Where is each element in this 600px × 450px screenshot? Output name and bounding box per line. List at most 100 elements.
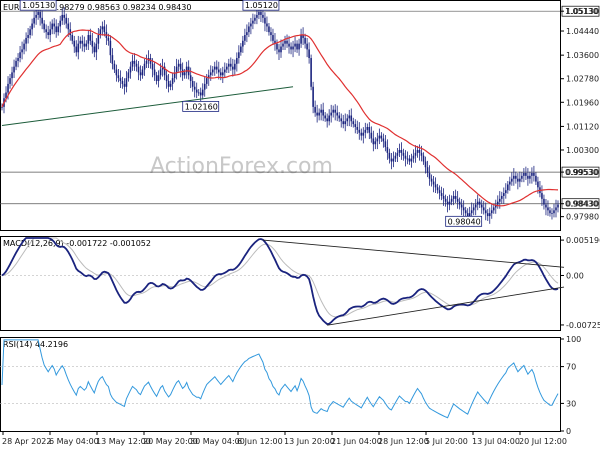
candle-body <box>234 63 236 70</box>
candle-body <box>318 112 320 116</box>
candle-body <box>31 23 33 30</box>
candle-body <box>446 201 449 205</box>
candle-body <box>482 207 485 211</box>
candle-body <box>380 135 383 139</box>
time-axis-label: 13 May 12:00 <box>96 437 151 446</box>
candle-body <box>358 129 361 133</box>
candle-body <box>27 35 29 38</box>
candle-body <box>49 29 51 36</box>
candle-body <box>458 201 461 205</box>
candle-body <box>286 40 288 44</box>
price-axis: 1.05130 1.04440 1.03600 1.02780 1.01960 1.011… <box>560 7 599 222</box>
candle-body <box>515 175 517 179</box>
candle-body <box>215 66 218 70</box>
candle-body <box>478 201 481 205</box>
rsi-title: RSI(14) 44.2196 <box>3 340 68 349</box>
candle-body <box>109 40 112 56</box>
price-annotations: 1.05130 1.05120 1.02160 0.98040 <box>19 0 483 227</box>
candle-body <box>69 29 72 36</box>
candle-body <box>308 49 310 59</box>
candle-body <box>426 167 429 173</box>
price-panel-frame <box>0 0 561 231</box>
candle-body <box>541 193 543 199</box>
candle-body <box>248 26 250 33</box>
candle-body <box>472 207 475 211</box>
candle-body <box>73 40 76 47</box>
candle-body <box>77 43 80 53</box>
candle-body <box>316 112 318 116</box>
candle-body <box>95 43 98 53</box>
candle-body <box>486 213 489 217</box>
candle-body <box>7 83 9 93</box>
price-axis-label: 1.05130 <box>566 7 599 16</box>
candle-body <box>488 213 491 217</box>
candle-body <box>53 23 55 27</box>
candle-body <box>117 75 120 79</box>
candle-body <box>498 198 501 202</box>
candle-body <box>549 210 551 214</box>
candle-body <box>5 92 7 99</box>
candle-body <box>262 14 264 18</box>
candle-body <box>529 175 531 179</box>
candle-body <box>288 43 290 47</box>
candle-body <box>119 78 122 82</box>
rsi-axis-label: 70 <box>566 363 576 372</box>
candle-body <box>177 63 180 67</box>
candle-body <box>302 35 304 38</box>
candle-body <box>13 66 15 73</box>
candle-body <box>348 115 351 119</box>
candle-body <box>101 26 104 30</box>
candle-body <box>434 184 437 188</box>
candle-body <box>65 17 68 24</box>
candle-body <box>85 43 88 47</box>
price-axis-label: 1.01960 <box>566 98 599 107</box>
candle-body <box>195 89 198 93</box>
candle-body <box>420 152 423 156</box>
candle-body <box>252 20 254 24</box>
candle-body <box>205 78 208 84</box>
price-annotation-label: 1.05130 <box>22 1 55 10</box>
candle-body <box>175 66 178 73</box>
candle-body <box>167 81 170 87</box>
price-level-label: 0.99530 <box>565 168 598 177</box>
candle-body <box>444 198 447 202</box>
candle-body <box>37 12 39 15</box>
rsi-panel-frame <box>0 337 561 432</box>
candle-body <box>464 210 467 214</box>
candle-body <box>462 207 465 211</box>
candle-body <box>322 109 324 116</box>
candle-body <box>161 66 164 70</box>
candle-body <box>535 175 537 182</box>
candle-body <box>545 204 547 208</box>
candle-body <box>424 161 427 168</box>
candle-body <box>354 124 357 127</box>
candle-body <box>115 69 118 76</box>
candle-body <box>460 204 463 208</box>
candle-body <box>370 132 373 139</box>
candle-body <box>103 26 106 33</box>
candle-body <box>456 198 459 202</box>
price-axis-label: 0.98430 <box>566 200 599 209</box>
time-axis-label: 13 Jun 20:00 <box>284 437 335 446</box>
candle-body <box>507 184 509 191</box>
candle-body <box>494 204 497 208</box>
candle-body <box>219 72 222 76</box>
price-annotation-label: 1.05120 <box>245 1 278 10</box>
candle-body <box>250 23 252 27</box>
candle-body <box>258 12 260 15</box>
price-axis-label: 1.03600 <box>566 51 599 60</box>
candle-body <box>324 115 326 119</box>
macd-title: MACD(12,26,9) -0.001722 -0.001052 <box>3 239 151 248</box>
price-axis-label: 1.02780 <box>566 75 599 84</box>
candle-body <box>272 35 274 41</box>
trendline <box>1 86 294 127</box>
candle-body <box>384 141 387 148</box>
candle-body <box>466 213 469 217</box>
candle-body <box>236 58 238 64</box>
candle-body <box>270 32 272 36</box>
price-trendline <box>1 86 294 127</box>
candle-body <box>430 178 433 182</box>
candle-body <box>428 172 431 179</box>
candle-body <box>163 66 166 76</box>
candle-body <box>555 207 557 211</box>
